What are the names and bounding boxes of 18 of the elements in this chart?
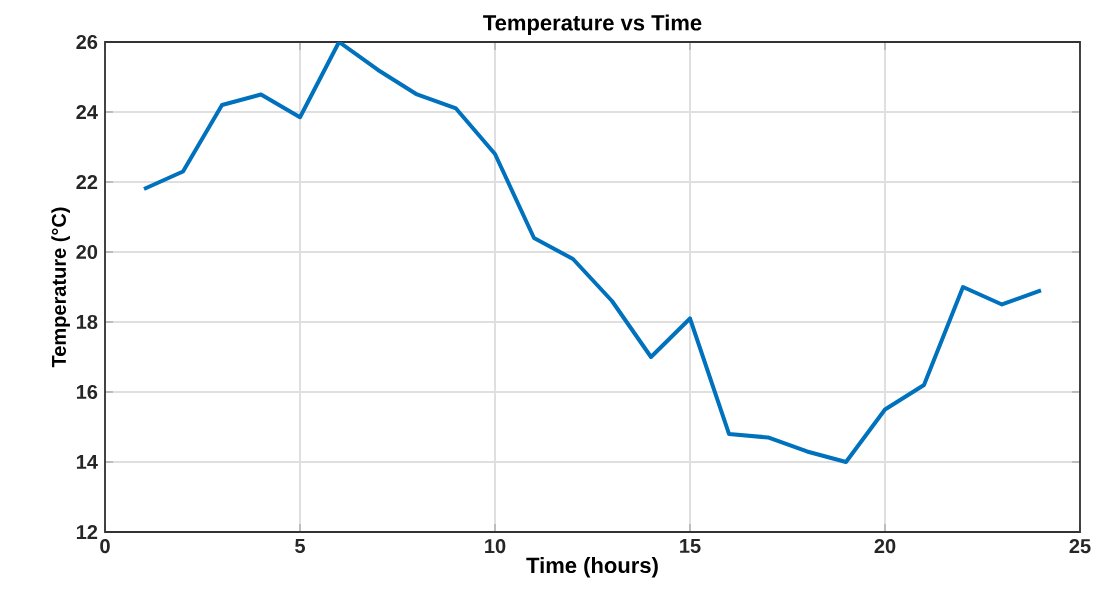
x-tick-label: 15	[680, 539, 701, 553]
y-tick-label: 22	[76, 175, 98, 189]
chart-title: Temperature vs Time	[483, 14, 702, 35]
y-tick-label: 14	[76, 455, 98, 469]
x-tick-label: 0	[100, 539, 110, 554]
y-tick-label: 18	[76, 314, 98, 330]
x-tick-label: 20	[874, 539, 896, 554]
x-tick-label: 10	[485, 539, 506, 554]
y-axis-title: Temperature (°C)	[51, 207, 70, 368]
line-series	[142, 41, 1043, 464]
x-tick-label: 5	[295, 539, 306, 553]
y-tick-label: 24	[76, 105, 98, 119]
x-axis-title: Time (hours)	[526, 556, 658, 578]
x-tick-label: 25	[1069, 539, 1091, 554]
y-tick-label: 20	[76, 244, 98, 260]
y-tick-label: 26	[76, 34, 98, 50]
y-tick-label: 16	[76, 384, 98, 400]
y-tick-label: 12	[76, 525, 98, 539]
